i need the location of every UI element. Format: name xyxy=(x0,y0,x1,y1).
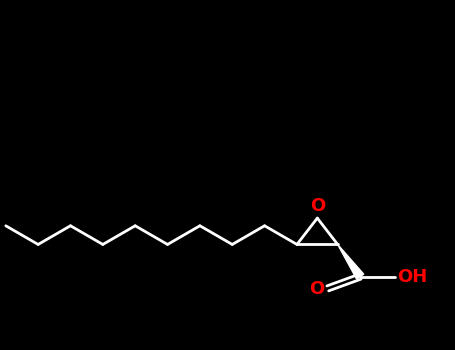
Text: O: O xyxy=(308,280,324,298)
Text: OH: OH xyxy=(398,268,428,286)
Text: O: O xyxy=(310,197,325,215)
Polygon shape xyxy=(338,244,364,279)
